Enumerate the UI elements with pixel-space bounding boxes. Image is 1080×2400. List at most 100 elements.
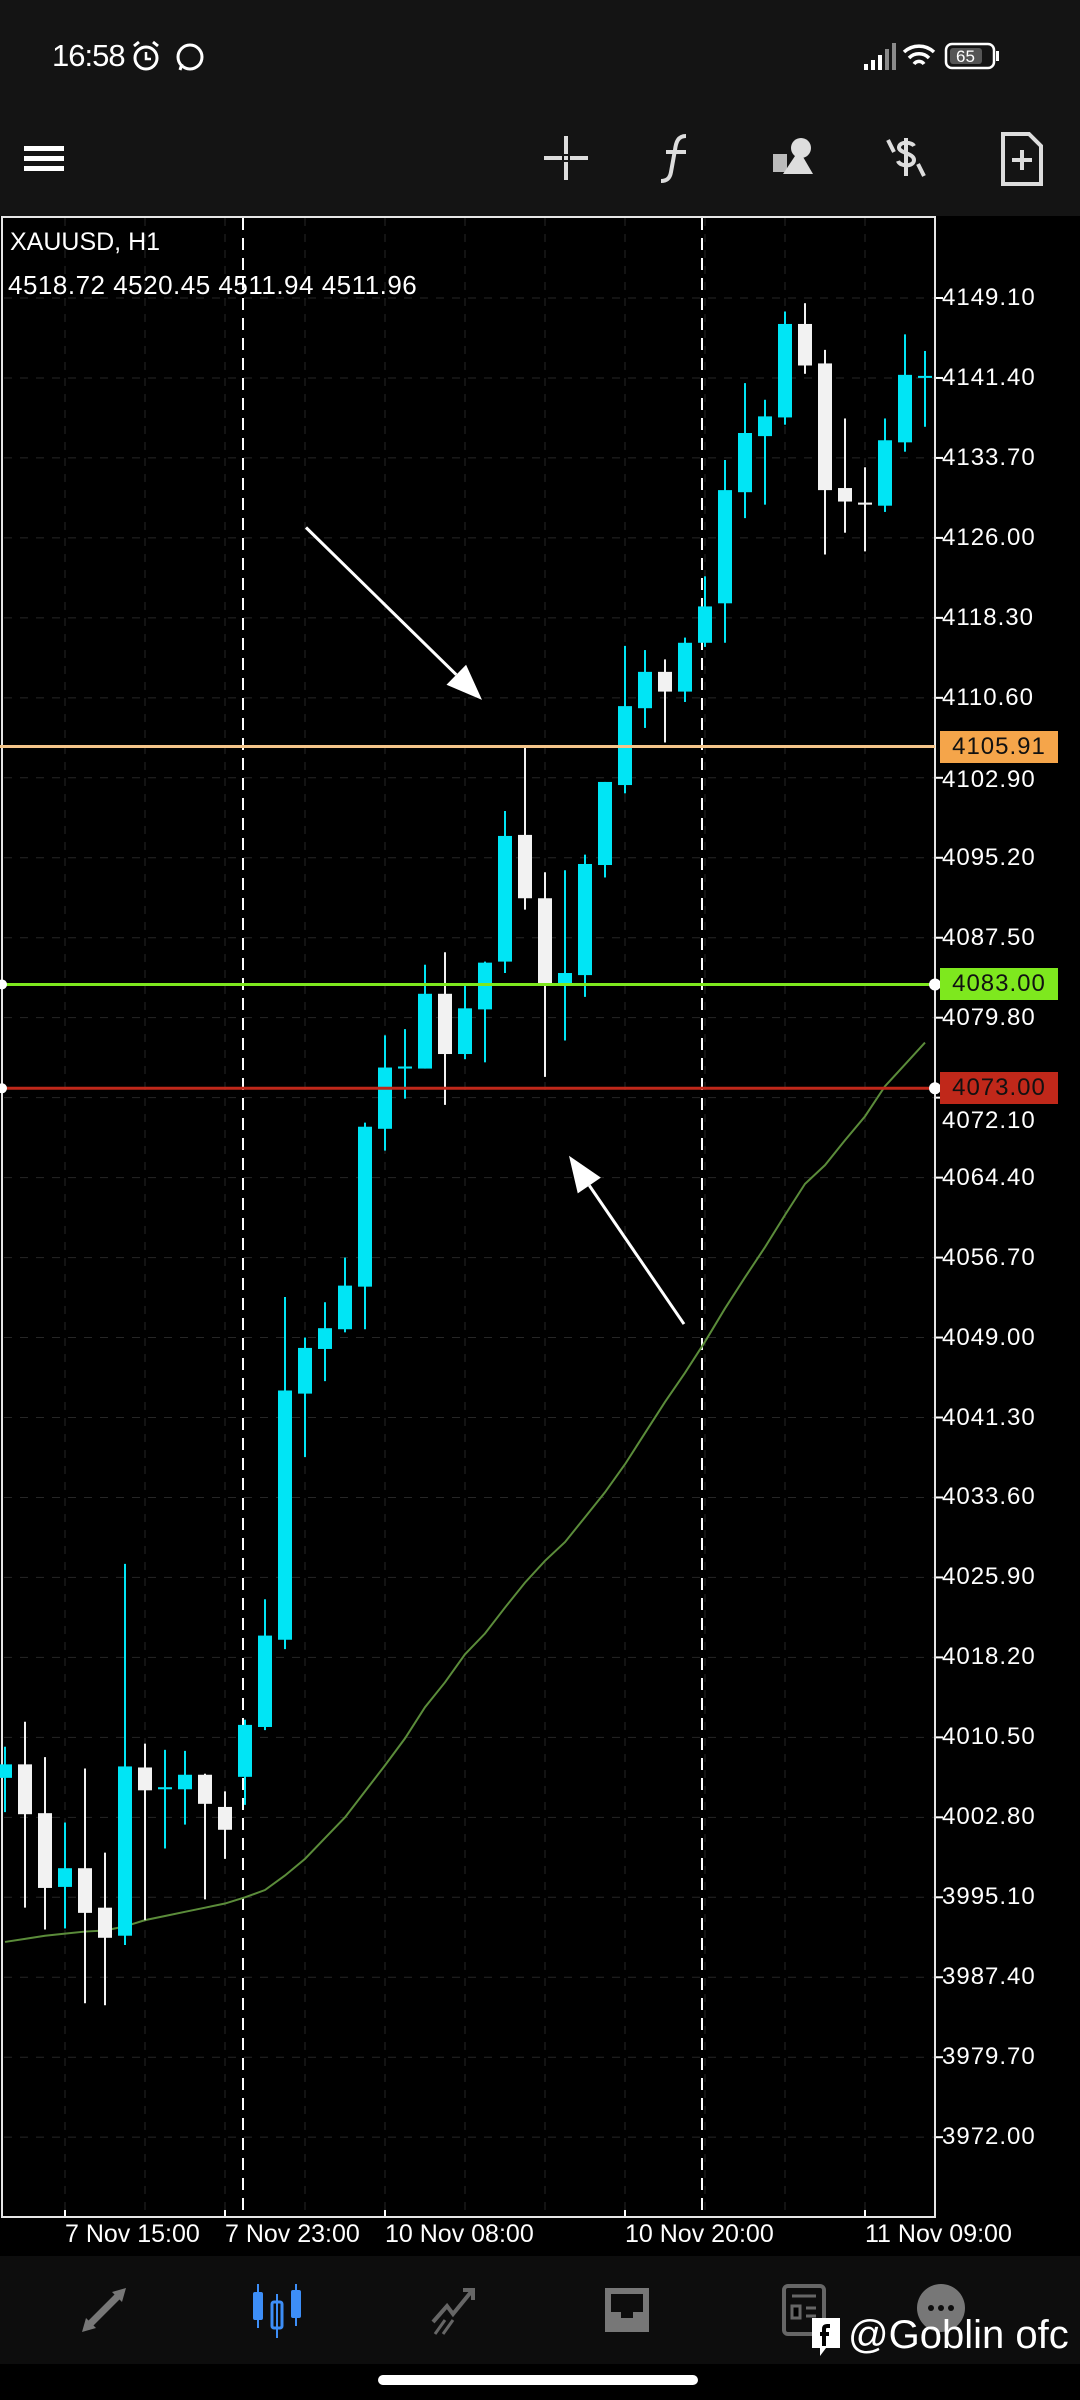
price-tick-label: 4126.00 [942, 523, 1036, 551]
bear-candle [518, 746, 532, 910]
trade-icon[interactable] [423, 2280, 483, 2340]
arrow-drawings [304, 526, 686, 1325]
bear-candle [658, 659, 672, 743]
candle-body [318, 1328, 332, 1349]
price-tick-label: 4133.70 [942, 443, 1036, 471]
time-axis-label: 10 Nov 08:00 [385, 2220, 534, 2248]
candle-body [478, 962, 492, 1010]
bull-candle [418, 964, 432, 1069]
bear-candle [218, 1791, 232, 1859]
candle-body [758, 416, 772, 437]
alarm-and-whatsapp-icons [133, 40, 204, 71]
candle-body [878, 440, 892, 506]
candle-body [158, 1787, 172, 1790]
candle-body [138, 1767, 152, 1791]
time-axis-label: 10 Nov 20:00 [625, 2220, 774, 2248]
candle-body [658, 671, 672, 692]
candle-body [98, 1907, 112, 1938]
candle-body [778, 323, 792, 418]
price-tick-label: 3987.40 [942, 1963, 1036, 1991]
candle-body [378, 1067, 392, 1129]
wifi-icon [902, 44, 936, 66]
home-indicator[interactable] [378, 2375, 698, 2385]
bull-candle [598, 781, 612, 878]
chart-grid [4, 218, 943, 2217]
price-tick-label: 4018.20 [942, 1643, 1036, 1671]
price-tick-label: 4041.30 [942, 1403, 1036, 1431]
time-axis-label: 7 Nov 23:00 [225, 2220, 360, 2248]
price-lines [0, 745, 941, 1095]
day-separators [242, 218, 703, 2216]
bull-candle [478, 961, 492, 1063]
candle-body [518, 834, 532, 899]
bear-candle [798, 303, 812, 374]
candle-body [58, 1868, 72, 1887]
candle-body [398, 1066, 412, 1069]
bull-candle [58, 1822, 72, 1929]
candle-body [18, 1764, 32, 1815]
indicators-icon[interactable] [646, 126, 710, 190]
price-tick-label: 4010.50 [942, 1723, 1036, 1751]
bull-candle [178, 1750, 192, 1825]
signal-icon [864, 43, 896, 70]
alarm-icon [133, 40, 159, 71]
price-line-tag: 4083.00 [940, 968, 1058, 1001]
price-tick-label: 4149.10 [942, 284, 1036, 311]
price-tick-label: 4056.70 [942, 1243, 1036, 1271]
status-bar: 16:58 65 [0, 0, 1080, 100]
new-order-icon[interactable] [989, 126, 1053, 190]
price-tick-label: 4102.90 [942, 765, 1036, 793]
bull-candle [718, 460, 732, 643]
messages-icon[interactable] [911, 2280, 971, 2340]
candle-body [218, 1806, 232, 1830]
candle-body [438, 993, 452, 1055]
crosshair-icon[interactable] [534, 126, 598, 190]
bull-candle [878, 418, 892, 512]
price-tick-label: 4141.40 [942, 363, 1036, 391]
history-icon[interactable] [597, 2280, 657, 2340]
bull-candle [258, 1599, 272, 1731]
candle-body [798, 323, 812, 366]
objects-icon[interactable] [761, 126, 825, 190]
menu-icon[interactable] [12, 126, 76, 190]
price-tick-label: 4072.10 [942, 1107, 1036, 1135]
candle-body [38, 1813, 52, 1888]
candle-body [858, 502, 872, 505]
candle-body [358, 1126, 372, 1287]
arrow-drawing [304, 526, 482, 700]
candle-body [678, 642, 692, 692]
bull-candle [898, 334, 912, 452]
candle-body [698, 606, 712, 643]
candle-body [118, 1766, 132, 1936]
arrow-shaft [304, 526, 458, 676]
quotes-icon[interactable] [74, 2280, 134, 2340]
chart-icon[interactable] [247, 2280, 307, 2340]
candle-body [0, 1764, 12, 1778]
price-tick-label: 4049.00 [942, 1323, 1036, 1351]
price-tick-label: 4025.90 [942, 1563, 1036, 1591]
arrow-shaft [588, 1184, 686, 1325]
facebook-icon [812, 2317, 840, 2356]
news-icon[interactable] [772, 2280, 832, 2340]
bull-candle [358, 1122, 372, 1330]
price-tick-label: 4087.50 [942, 923, 1036, 951]
candle-body [198, 1774, 212, 1804]
whatsapp-icon [176, 43, 204, 71]
bear-candle [38, 1757, 52, 1930]
time-axis-label: 11 Nov 09:00 [865, 2220, 1012, 2248]
bull-candle [738, 383, 752, 519]
candle-body [178, 1774, 192, 1790]
bull-candle [318, 1302, 332, 1382]
system-status-icons [864, 42, 999, 70]
bull-candle [618, 645, 632, 794]
bull-candle [158, 1749, 172, 1849]
time-axis-label: 7 Nov 15:00 [65, 2220, 200, 2248]
trade-icon[interactable] [874, 126, 938, 190]
bear-candle [438, 952, 452, 1105]
price-tick-label: 4118.30 [942, 603, 1034, 631]
bottom-nav [0, 2256, 1080, 2364]
line-handle [0, 1083, 7, 1094]
candle-body [598, 781, 612, 866]
bull-candle [578, 854, 592, 997]
